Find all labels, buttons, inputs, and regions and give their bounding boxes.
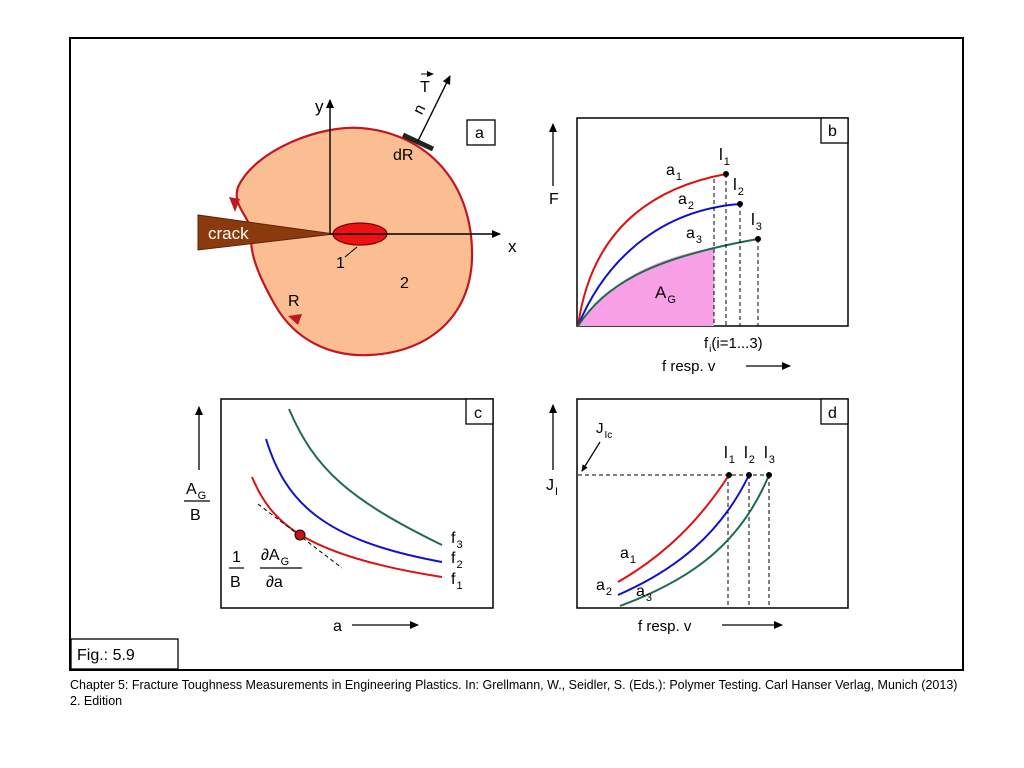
curve-f2-label: f2	[451, 550, 463, 571]
panel-b: a1 a2 a3 l1 l2 l3 AG fi(i=1...3) f resp.…	[549, 117, 849, 375]
panel-b-ylabel: F	[549, 191, 559, 208]
crack-arrow-top	[229, 197, 240, 212]
derivative-one: 1	[232, 549, 241, 566]
curve-a2-label: a2	[678, 191, 694, 212]
y-axis-label: y	[315, 97, 324, 116]
panel-d-ylabel: JI	[546, 477, 558, 498]
normal-n-label: n	[410, 102, 429, 118]
panel-c: f3 f2 f1 1 B ∂AG ∂a AG B a c	[184, 398, 494, 635]
curve-a2-label-d: a2	[596, 577, 612, 598]
jic-arrow	[581, 441, 601, 472]
normal-vector	[417, 75, 451, 142]
curve-a3-label-d: a3	[636, 583, 652, 604]
x-axis-label: x	[508, 237, 517, 256]
point-l2	[737, 201, 743, 207]
point-l2-d	[746, 472, 752, 478]
contour-r-label: R	[288, 293, 300, 310]
panel-d-tag-box	[820, 398, 849, 425]
panel-c-tag: c	[474, 405, 482, 422]
point-l3-d	[766, 472, 772, 478]
point-l3-label: l3	[751, 210, 762, 233]
point-l1-label-d: l1	[724, 443, 735, 466]
tangent-point	[294, 529, 306, 541]
curve-a1-label: a1	[666, 162, 682, 183]
panel-d-frame	[576, 398, 849, 609]
panel-b-tag: b	[828, 123, 837, 140]
panel-b-tag-box	[820, 117, 849, 144]
derivative-num: ∂AG	[261, 547, 289, 568]
panel-d-xlabel: f resp. v	[638, 618, 692, 635]
area-ag-label: AG	[655, 283, 676, 306]
curve-f3-label: f3	[451, 530, 463, 551]
region-2-label: 2	[400, 275, 409, 292]
point-l3-label-d: l3	[764, 443, 775, 466]
panel-a: crack y x 1 2 R dR n T a	[197, 71, 517, 357]
curve-f3	[288, 408, 443, 546]
derivative-den: ∂a	[266, 574, 283, 591]
curve-a3-label: a3	[686, 225, 702, 246]
curve-f2	[265, 438, 443, 563]
point-l1	[723, 171, 729, 177]
panel-a-tag-box	[466, 119, 496, 146]
curve-a1	[577, 173, 727, 327]
caption: Chapter 5: Fracture Toughness Measuremen…	[70, 678, 958, 708]
panel-d: l1 l2 l3 a1 a2 a3 JIc JI f resp. v d	[546, 398, 849, 635]
region-1-label: 1	[336, 255, 345, 272]
panel-c-tag-box	[465, 398, 494, 425]
crack-label: crack	[208, 224, 249, 243]
point-l2-label-d: l2	[744, 443, 755, 466]
vector-t-label: T	[420, 79, 430, 96]
element-dr-mark	[401, 132, 435, 152]
panel-d-tag: d	[828, 405, 837, 422]
element-dr-label: dR	[393, 147, 413, 164]
panel-a-tag: a	[475, 125, 484, 142]
curve-a3-d	[619, 474, 770, 607]
f-i-label: fi(i=1...3)	[704, 335, 763, 355]
curve-a2	[577, 203, 741, 327]
point-l2-label: l2	[733, 175, 744, 198]
point-l1-d	[726, 472, 732, 478]
area-ag	[578, 248, 714, 326]
crack-arrow-bottom	[288, 314, 302, 325]
curve-a2-d	[617, 474, 750, 596]
point-l1-label: l1	[719, 145, 730, 168]
figure-label: Fig.: 5.9	[77, 647, 135, 664]
point-l3	[755, 236, 761, 242]
panel-c-ylabel-num: AG	[186, 481, 206, 502]
crack-wedge	[197, 214, 335, 251]
figure-label-box	[70, 638, 179, 670]
curve-a1-label-d: a1	[620, 545, 636, 566]
panel-c-ylabel-den: B	[190, 507, 201, 524]
panel-c-xlabel: a	[333, 618, 342, 635]
region-1-leader	[344, 246, 358, 258]
curve-a1-d	[617, 474, 730, 583]
jic-label: JIc	[596, 420, 612, 441]
curve-f1-label: f1	[451, 571, 463, 592]
derivative-b: B	[230, 574, 241, 591]
outer-frame	[69, 37, 964, 671]
panel-b-xlabel: f resp. v	[662, 358, 716, 375]
curve-a3	[577, 238, 759, 327]
